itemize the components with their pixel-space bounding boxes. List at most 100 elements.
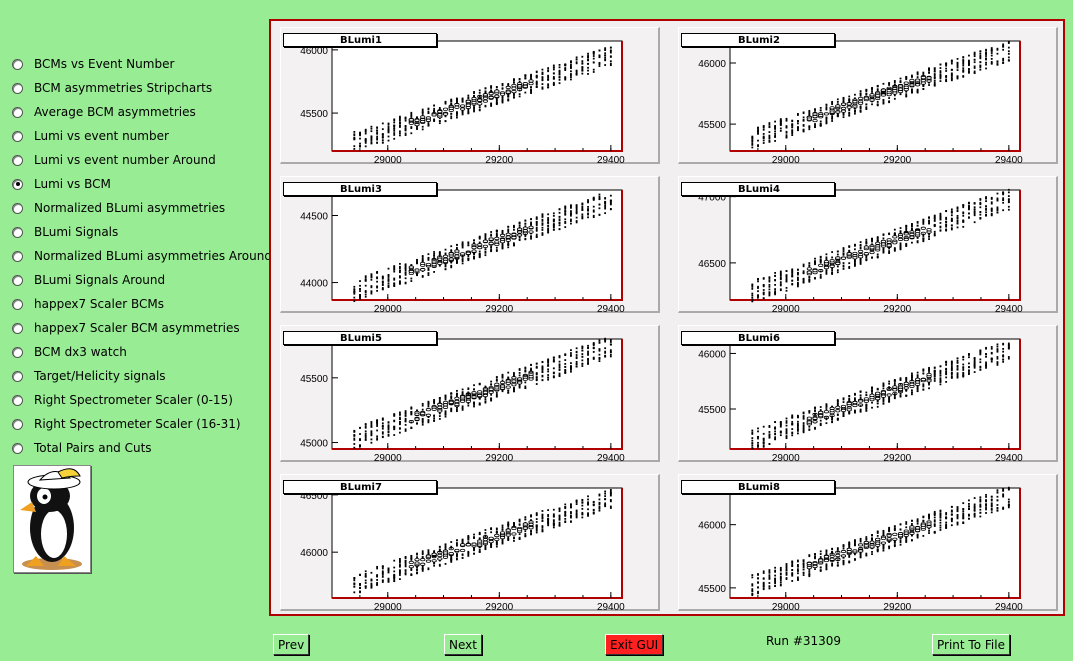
menu-item[interactable]: Total Pairs and Cuts — [12, 436, 262, 460]
menu-item[interactable]: happex7 Scaler BCMs — [12, 292, 262, 316]
radio-icon[interactable] — [12, 442, 23, 454]
radio-icon[interactable] — [12, 346, 23, 358]
radio-icon[interactable] — [12, 106, 23, 118]
menu-item[interactable]: Right Spectrometer Scaler (0-15) — [12, 388, 262, 412]
scatter-point — [404, 125, 407, 128]
radio-selected-icon[interactable] — [12, 178, 23, 190]
scatter-point — [882, 387, 885, 390]
scatter-point — [456, 410, 458, 413]
scatter-point — [513, 93, 515, 96]
scatter-point — [359, 134, 361, 137]
scatter-point — [433, 251, 436, 253]
scatter-point — [381, 287, 384, 289]
plot-title: BLumi6 — [681, 331, 835, 345]
menu-item[interactable]: Right Spectrometer Scaler (16-31) — [12, 412, 262, 436]
scatter-point — [802, 425, 805, 428]
scatter-point — [598, 349, 601, 352]
scatter-point — [592, 511, 595, 514]
scatter-point — [818, 558, 824, 562]
scatter-point — [427, 269, 430, 271]
radio-icon[interactable] — [12, 130, 23, 142]
menu-item[interactable]: Normalized BLumi asymmetries — [12, 196, 262, 220]
scatter-point — [364, 570, 367, 573]
scatter-point — [524, 381, 527, 384]
scatter-point — [859, 241, 862, 244]
scatter-point — [962, 375, 965, 378]
radio-icon[interactable] — [12, 298, 23, 310]
menu-item[interactable]: BCMs vs Event Number — [12, 52, 262, 76]
menu-item[interactable]: BLumi Signals — [12, 220, 262, 244]
scatter-point — [552, 508, 555, 511]
radio-icon[interactable] — [12, 418, 23, 430]
scatter-point — [785, 420, 788, 422]
menu-item[interactable]: BCM dx3 watch — [12, 340, 262, 364]
scatter-point — [802, 564, 805, 567]
scatter-point — [956, 373, 959, 376]
menu-item[interactable]: Lumi vs BCM — [12, 172, 262, 196]
scatter-point — [791, 563, 794, 566]
scatter-point — [416, 566, 418, 569]
scatter-point — [842, 559, 845, 562]
radio-icon[interactable] — [12, 58, 23, 70]
radio-icon[interactable] — [12, 226, 23, 238]
scatter-point — [592, 53, 595, 55]
scatter-point — [528, 374, 534, 379]
scatter-point — [393, 134, 396, 136]
radio-icon[interactable] — [12, 274, 23, 286]
scatter-point — [996, 363, 999, 366]
scatter-point — [785, 131, 788, 134]
scatter-point — [1007, 356, 1010, 358]
scatter-point — [922, 73, 925, 75]
scatter-point — [939, 71, 942, 74]
radio-icon[interactable] — [12, 250, 23, 262]
scatter-point — [1002, 354, 1005, 357]
radio-icon[interactable] — [12, 82, 23, 94]
menu-item[interactable]: BLumi Signals Around — [12, 268, 262, 292]
menu-item[interactable]: BCM asymmetries Stripcharts — [12, 76, 262, 100]
scatter-point — [587, 513, 589, 516]
radio-icon[interactable] — [12, 370, 23, 382]
scatter-point — [477, 98, 483, 102]
menu-item[interactable]: Lumi vs event number — [12, 124, 262, 148]
display-selector-menu: BCMs vs Event Number BCM asymmetries Stri… — [12, 52, 272, 460]
scatter-point — [547, 515, 550, 518]
menu-item[interactable]: Average BCM asymmetries — [12, 100, 262, 124]
scatter-point — [905, 95, 908, 97]
menu-item[interactable]: Lumi vs event number Around — [12, 148, 262, 172]
menu-item[interactable]: Target/Helicity signals — [12, 364, 262, 388]
scatter-point — [819, 566, 822, 569]
scatter-point — [530, 224, 532, 226]
menu-item[interactable]: happex7 Scaler BCM asymmetries — [12, 316, 262, 340]
radio-icon[interactable] — [12, 202, 23, 214]
scatter-point — [865, 238, 868, 241]
scatter-point — [928, 387, 930, 390]
scatter-point — [928, 84, 930, 86]
scatter-point — [985, 200, 987, 203]
scatter-point — [831, 548, 834, 551]
radio-icon[interactable] — [12, 394, 23, 406]
radio-icon[interactable] — [12, 154, 23, 166]
scatter-point — [962, 69, 965, 72]
scatter-point — [530, 90, 532, 93]
scatter-point — [840, 549, 847, 554]
scatter-point — [450, 545, 453, 548]
scatter-point — [393, 573, 396, 576]
scatter-point — [762, 432, 765, 435]
menu-item[interactable]: Normalized BLumi asymmetries Around — [12, 244, 272, 268]
scatter-point — [399, 561, 401, 564]
scatter-point — [797, 432, 799, 435]
scatter-point — [399, 124, 401, 127]
scatter-point — [399, 578, 401, 581]
scatter-point — [381, 575, 384, 578]
scatter-point — [604, 201, 607, 203]
scatter-point — [933, 375, 936, 378]
radio-icon[interactable] — [12, 322, 23, 334]
scatter-point — [478, 237, 481, 240]
scatter-point — [609, 46, 612, 49]
scatter-point — [522, 526, 528, 530]
scatter-point — [414, 412, 420, 416]
scatter-point — [558, 374, 561, 377]
scatter-point — [581, 206, 584, 209]
scatter-point — [530, 529, 532, 532]
scatter-point — [467, 255, 470, 257]
